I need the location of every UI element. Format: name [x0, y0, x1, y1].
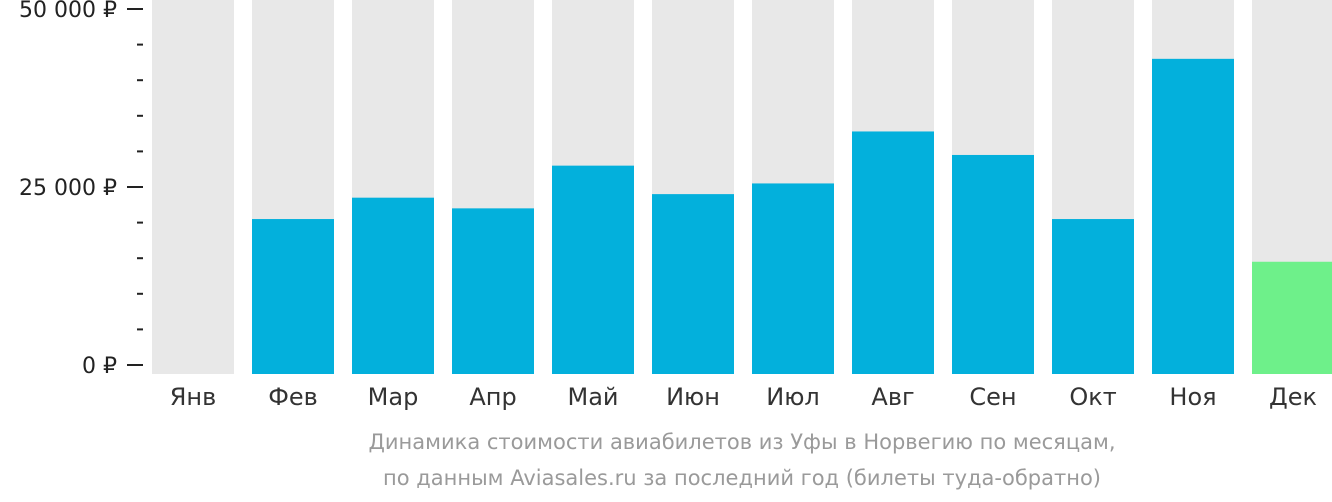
y-tick-label: 0 ₽ — [82, 354, 117, 379]
bar-11 — [1152, 58, 1234, 375]
bar-10 — [1052, 219, 1134, 374]
x-tick-label: Дек — [1269, 383, 1317, 411]
chart-caption-line-1: Динамика стоимости авиабилетов из Уфы в … — [368, 430, 1116, 454]
chart-caption-line-2: по данным Aviasales.ru за последний год … — [383, 466, 1101, 490]
bar-9 — [952, 154, 1034, 374]
x-tick-label: Июн — [666, 383, 720, 411]
bar-7 — [752, 183, 834, 374]
y-tick-label: 25 000 ₽ — [19, 176, 117, 201]
x-tick-label: Сен — [969, 383, 1016, 411]
x-tick-label: Май — [567, 383, 618, 411]
x-tick-label: Июл — [766, 383, 820, 411]
data-bars — [252, 58, 1332, 375]
x-tick-label: Авг — [871, 383, 914, 411]
y-tick-label: 50 000 ₽ — [19, 0, 117, 23]
bar-3 — [352, 197, 434, 374]
x-tick-label: Янв — [170, 383, 217, 411]
bar-12 — [1252, 261, 1332, 374]
x-tick-label: Окт — [1069, 383, 1116, 411]
bar-5 — [552, 165, 634, 374]
x-tick-label: Ноя — [1169, 383, 1216, 411]
bar-2 — [252, 219, 334, 374]
x-tick-label: Мар — [368, 383, 419, 411]
bar-6 — [652, 194, 734, 374]
x-tick-label: Апр — [469, 383, 516, 411]
y-axis: 0 ₽ 25 000 ₽ 50 000 ₽ — [19, 0, 143, 379]
x-tick-label: Фев — [268, 383, 318, 411]
bar-4 — [452, 208, 534, 374]
x-axis-labels: Янв Фев Мар Апр Май Июн Июл Авг Сен Окт Ноя Дек — [170, 383, 1317, 411]
background-bar — [152, 0, 234, 374]
bar-8 — [852, 131, 934, 374]
